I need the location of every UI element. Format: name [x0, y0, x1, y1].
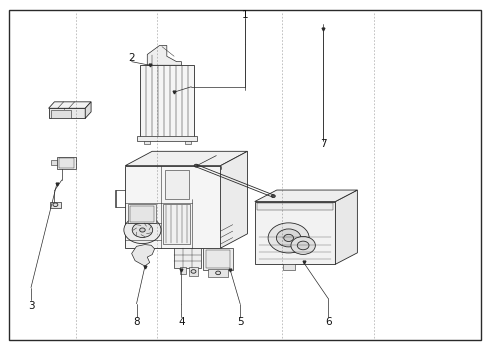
Bar	[206, 250, 230, 268]
Circle shape	[297, 241, 309, 250]
Bar	[208, 269, 228, 277]
Circle shape	[284, 234, 294, 242]
Polygon shape	[255, 202, 335, 264]
Bar	[128, 204, 156, 224]
Text: 5: 5	[237, 317, 244, 327]
Polygon shape	[125, 151, 247, 166]
Text: 7: 7	[320, 139, 326, 149]
Bar	[185, 140, 191, 144]
Polygon shape	[255, 190, 357, 202]
Bar	[203, 248, 233, 270]
Text: 6: 6	[325, 317, 331, 327]
Circle shape	[132, 222, 153, 238]
Bar	[165, 170, 189, 199]
Bar	[140, 65, 194, 137]
Text: 8: 8	[133, 317, 140, 327]
Bar	[179, 267, 186, 274]
Bar	[51, 111, 71, 118]
Bar	[144, 140, 150, 144]
Polygon shape	[132, 244, 155, 266]
Bar	[59, 158, 74, 168]
Circle shape	[216, 271, 220, 275]
Polygon shape	[85, 102, 91, 118]
Polygon shape	[51, 161, 57, 166]
Polygon shape	[125, 166, 220, 248]
Text: 1: 1	[242, 10, 248, 20]
Bar	[174, 248, 201, 268]
Circle shape	[124, 216, 161, 244]
Bar	[283, 264, 295, 270]
Text: 3: 3	[27, 301, 34, 311]
Text: 2: 2	[128, 53, 135, 63]
Circle shape	[268, 223, 309, 253]
Polygon shape	[335, 190, 357, 264]
Bar	[115, 190, 117, 207]
Text: 4: 4	[178, 317, 185, 327]
Bar	[57, 157, 76, 169]
Polygon shape	[49, 108, 85, 118]
Circle shape	[53, 203, 58, 207]
Bar	[130, 206, 154, 222]
Bar	[163, 204, 190, 244]
Bar	[137, 136, 196, 141]
Circle shape	[271, 195, 275, 198]
Polygon shape	[147, 45, 181, 65]
Circle shape	[276, 229, 301, 247]
Polygon shape	[220, 151, 247, 248]
Bar	[189, 267, 198, 276]
Circle shape	[291, 237, 316, 255]
Bar	[50, 202, 61, 208]
Circle shape	[194, 164, 198, 167]
Bar	[257, 203, 333, 211]
Circle shape	[140, 228, 145, 232]
Polygon shape	[49, 102, 91, 108]
Circle shape	[191, 270, 196, 273]
